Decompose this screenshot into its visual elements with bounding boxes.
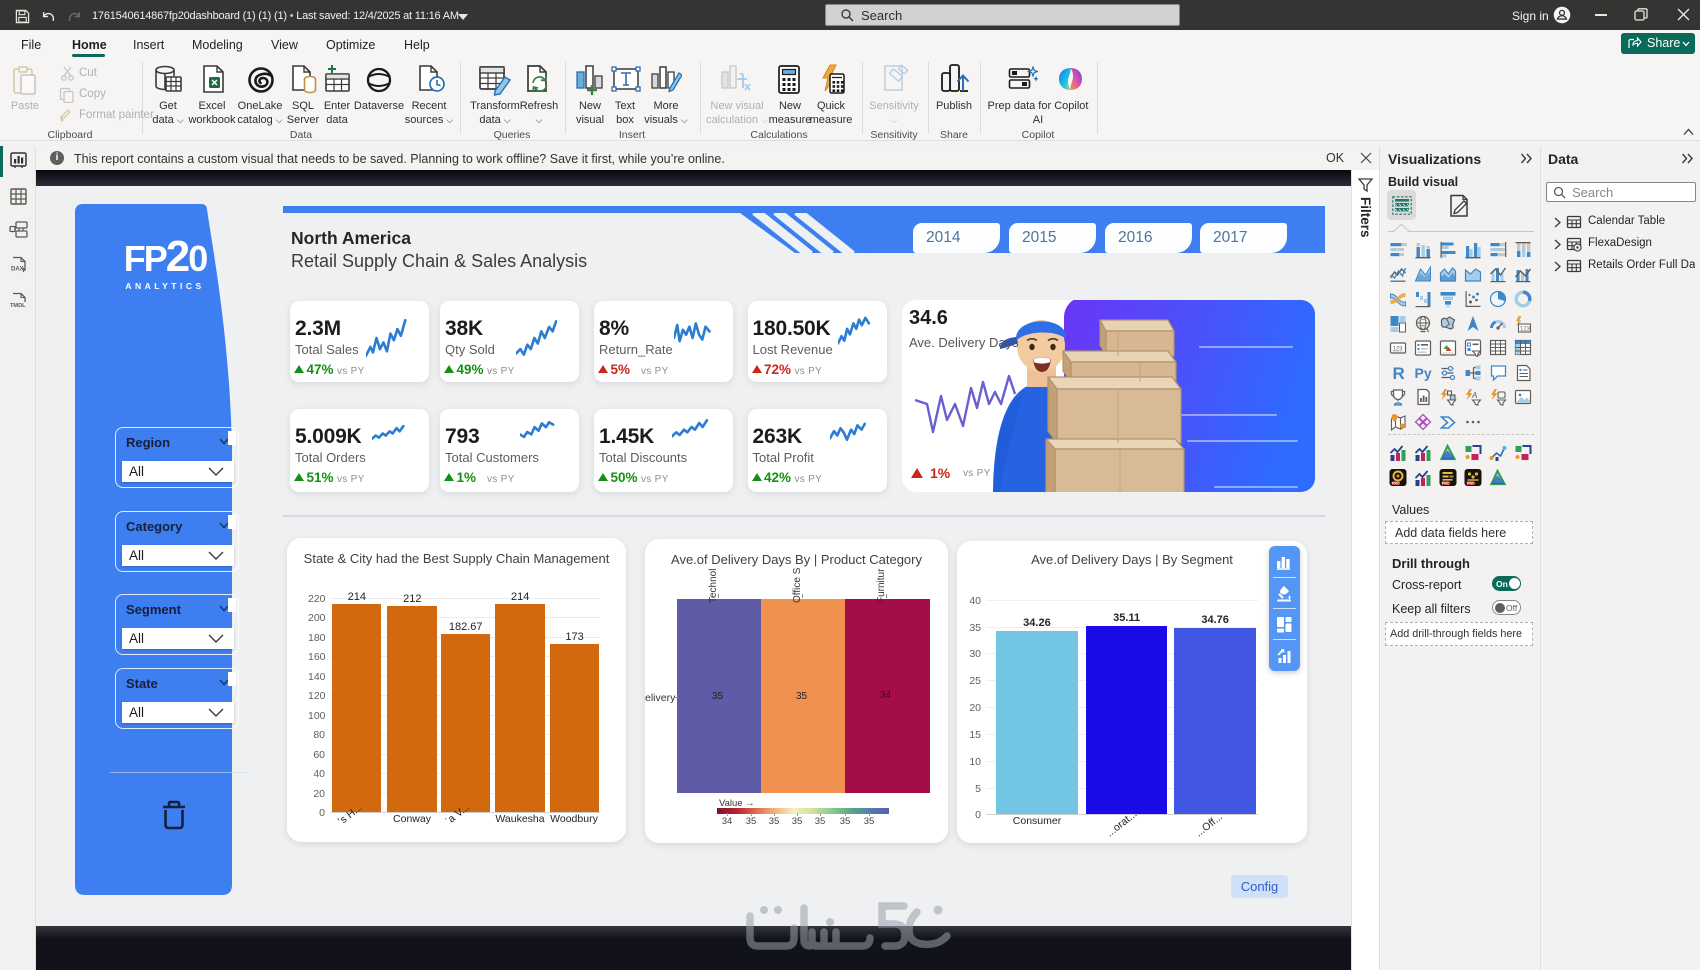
svg-text:PRO: PRO bbox=[1392, 481, 1400, 485]
svg-text:PRO: PRO bbox=[1467, 481, 1475, 485]
svg-text:123: 123 bbox=[1393, 347, 1404, 353]
svg-text:A: A bbox=[1471, 391, 1477, 400]
svg-text:Py: Py bbox=[1415, 365, 1432, 381]
svg-text:123: 123 bbox=[1520, 326, 1531, 332]
svg-text:TMDL: TMDL bbox=[10, 303, 26, 309]
svg-text:PRO: PRO bbox=[1442, 481, 1450, 485]
svg-text:R: R bbox=[1393, 364, 1405, 382]
svg-text:DAX: DAX bbox=[11, 267, 24, 273]
